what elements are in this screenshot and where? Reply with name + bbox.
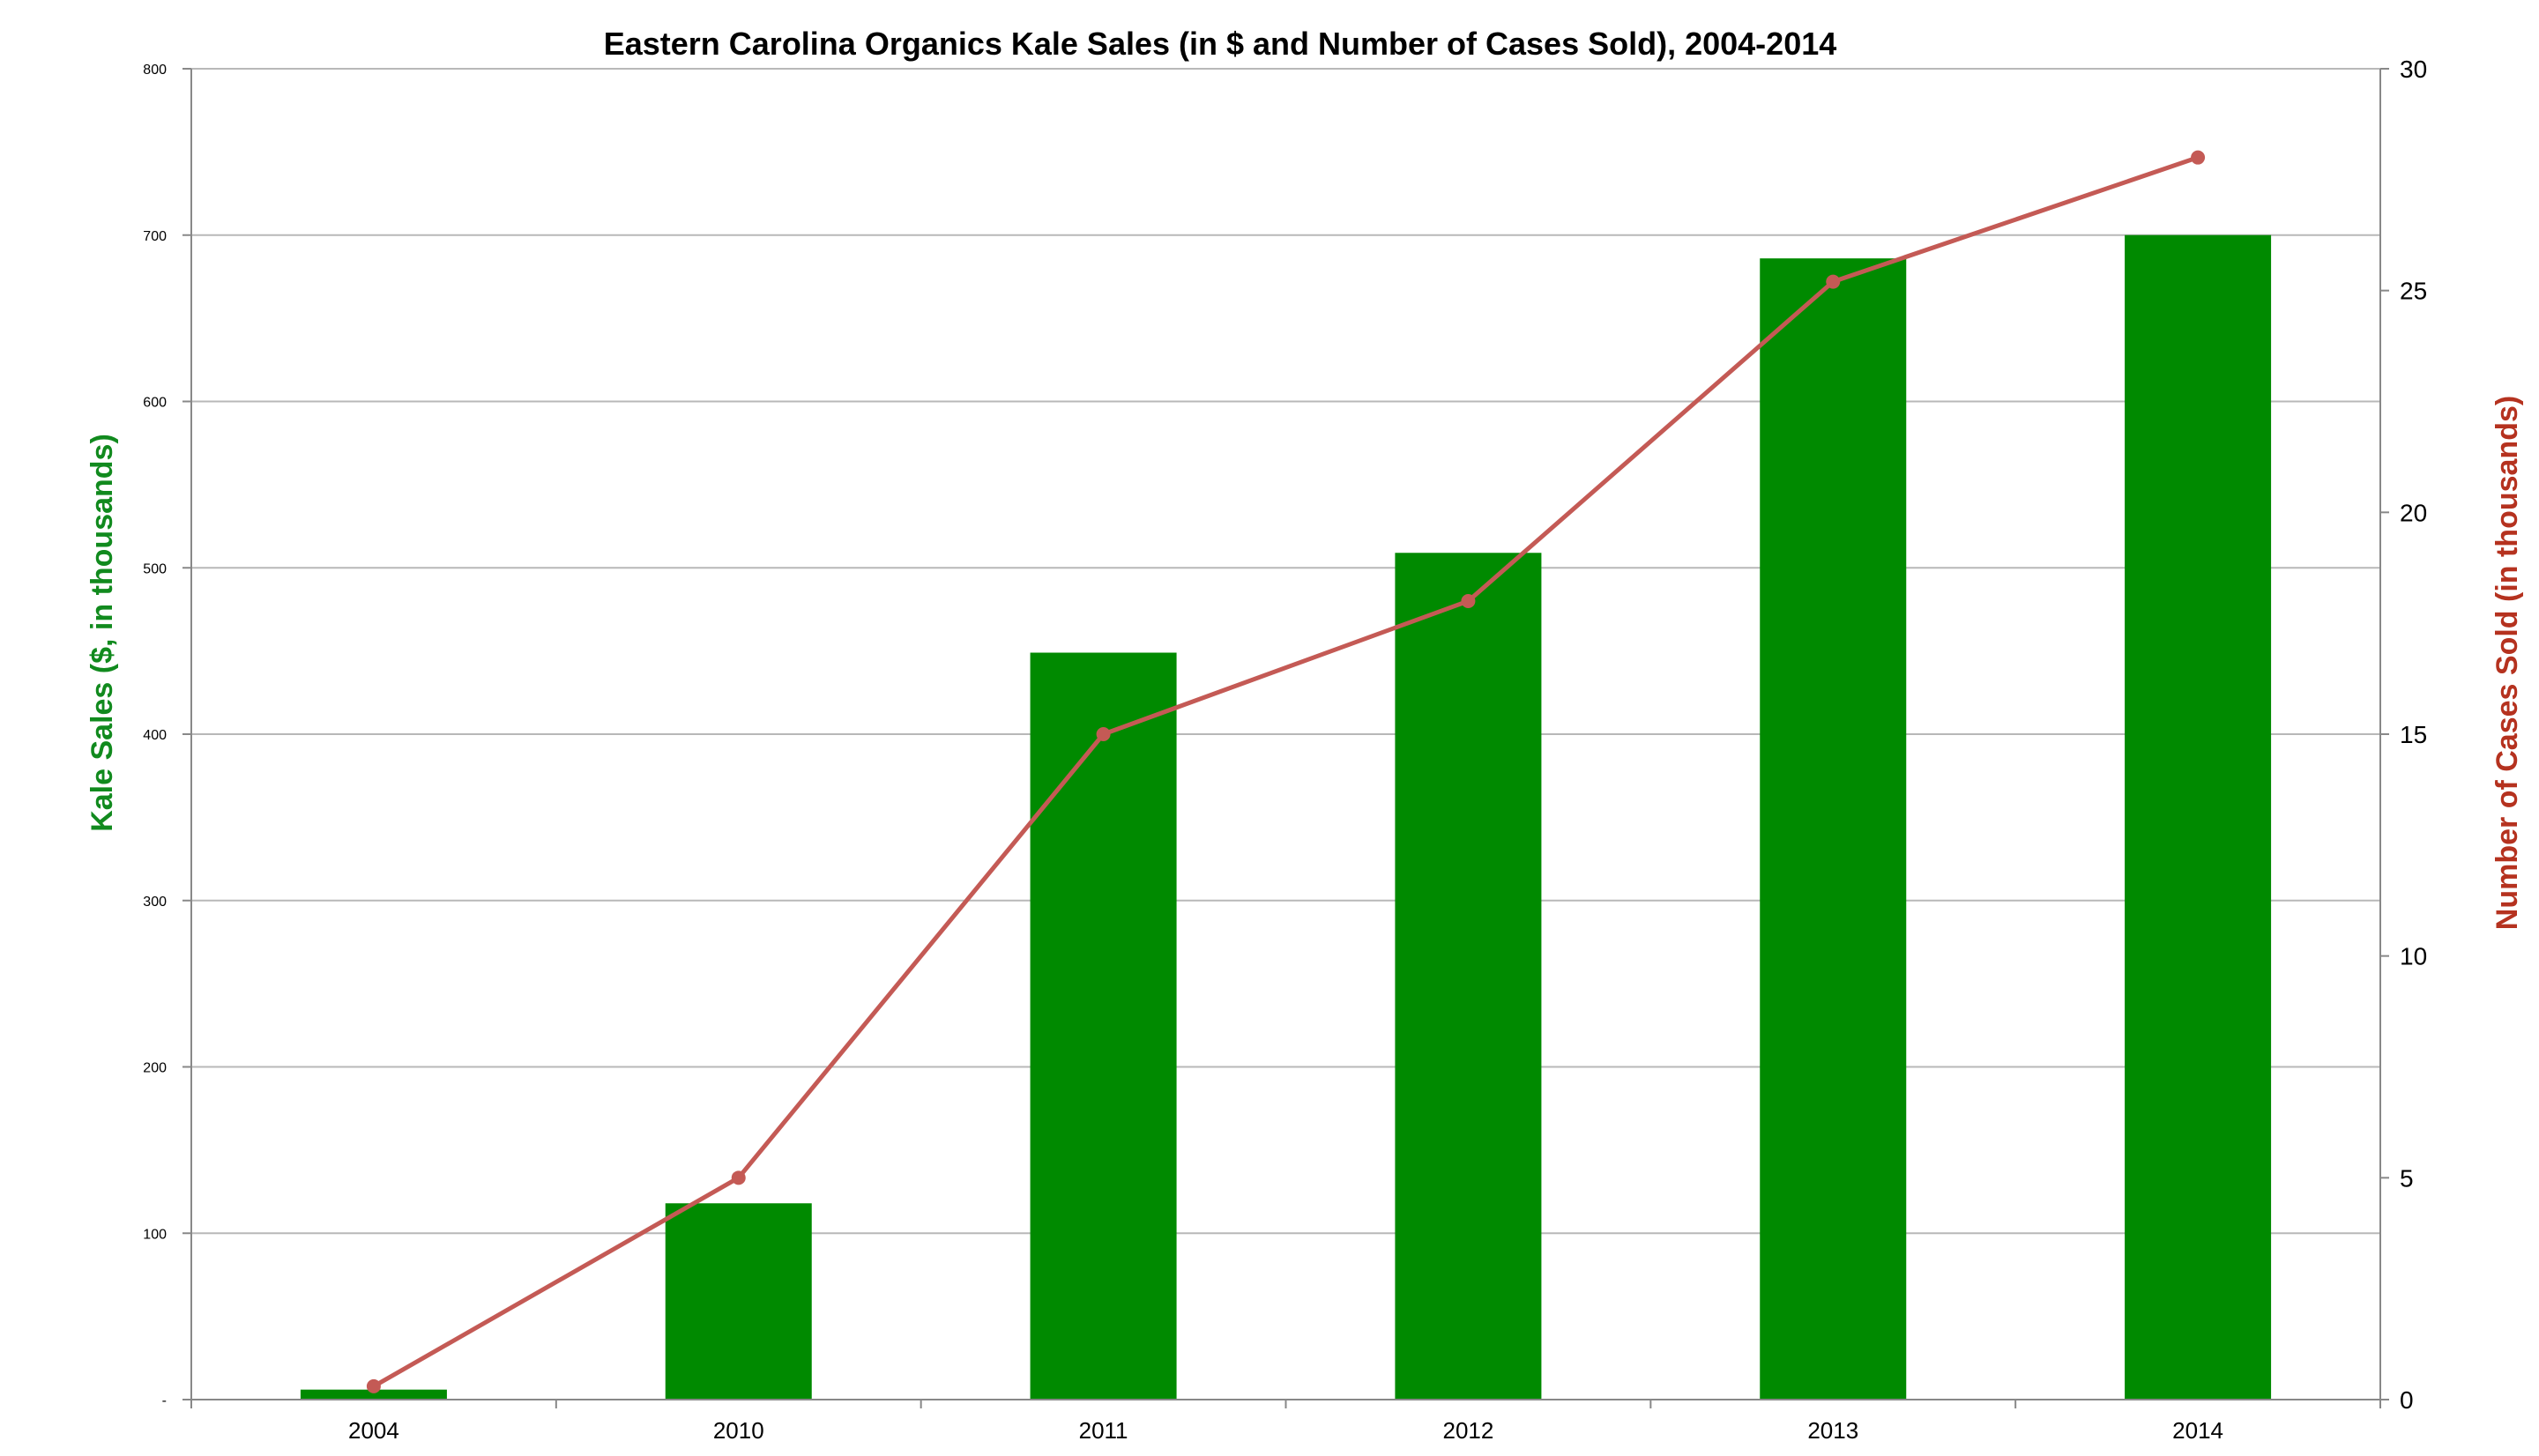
cases-point-2004 [366, 1378, 381, 1393]
x-tick-label: 2004 [348, 1417, 399, 1444]
bar-2011 [1030, 652, 1177, 1400]
bar-series [300, 234, 2272, 1400]
x-tick-label: 2010 [713, 1417, 764, 1444]
x-tick-label: 2014 [2172, 1417, 2223, 1444]
x-tick-label: 2011 [1079, 1417, 1128, 1444]
cases-line [372, 155, 2199, 1389]
x-tick-label: 2013 [1807, 1417, 1858, 1444]
right-tick-label: 15 [2400, 721, 2427, 748]
left-axis-title: Kale Sales ($, in thousands) [86, 434, 119, 832]
tick-labels: - 100 200 300 400 500 600 700 800 0 5 10 15 20 25 30 200… [143, 56, 2427, 1444]
right-axis-title: Number of Cases Sold (in thousands) [2491, 396, 2524, 930]
cases-point-2010 [731, 1170, 746, 1185]
chart-title: Eastern Carolina Organics Kale Sales (in… [604, 26, 1837, 62]
right-tick-label: 0 [2400, 1386, 2414, 1414]
cases-point-2013 [1826, 274, 1841, 289]
axes [182, 68, 2389, 1408]
right-tick-label: 5 [2400, 1164, 2414, 1192]
bar-2004 [300, 1389, 447, 1400]
bar-2014 [2125, 234, 2272, 1400]
line-series [366, 150, 2206, 1393]
bar-2012 [1395, 553, 1542, 1400]
bar-2013 [1760, 258, 1907, 1400]
right-tick-label: 20 [2400, 499, 2427, 526]
right-tick-label: 30 [2400, 56, 2427, 83]
left-tick-label: 700 [143, 229, 167, 244]
cases-point-2014 [2191, 150, 2206, 165]
cases-point-2012 [1461, 594, 1476, 608]
left-tick-label: 200 [143, 1061, 167, 1076]
right-tick-label: 10 [2400, 943, 2427, 970]
cases-point-2011 [1096, 727, 1111, 741]
bar-2010 [665, 1203, 812, 1400]
right-tick-label: 25 [2400, 278, 2427, 305]
left-tick-label: 400 [143, 728, 167, 743]
x-tick-label: 2012 [1442, 1417, 1493, 1444]
gridlines [191, 68, 2380, 1235]
left-tick-label: 800 [143, 63, 167, 78]
left-tick-label: - [162, 1393, 167, 1408]
left-tick-label: 600 [143, 396, 167, 411]
left-tick-label: 300 [143, 895, 167, 910]
left-tick-label: 500 [143, 561, 167, 576]
left-tick-label: 100 [143, 1227, 167, 1242]
